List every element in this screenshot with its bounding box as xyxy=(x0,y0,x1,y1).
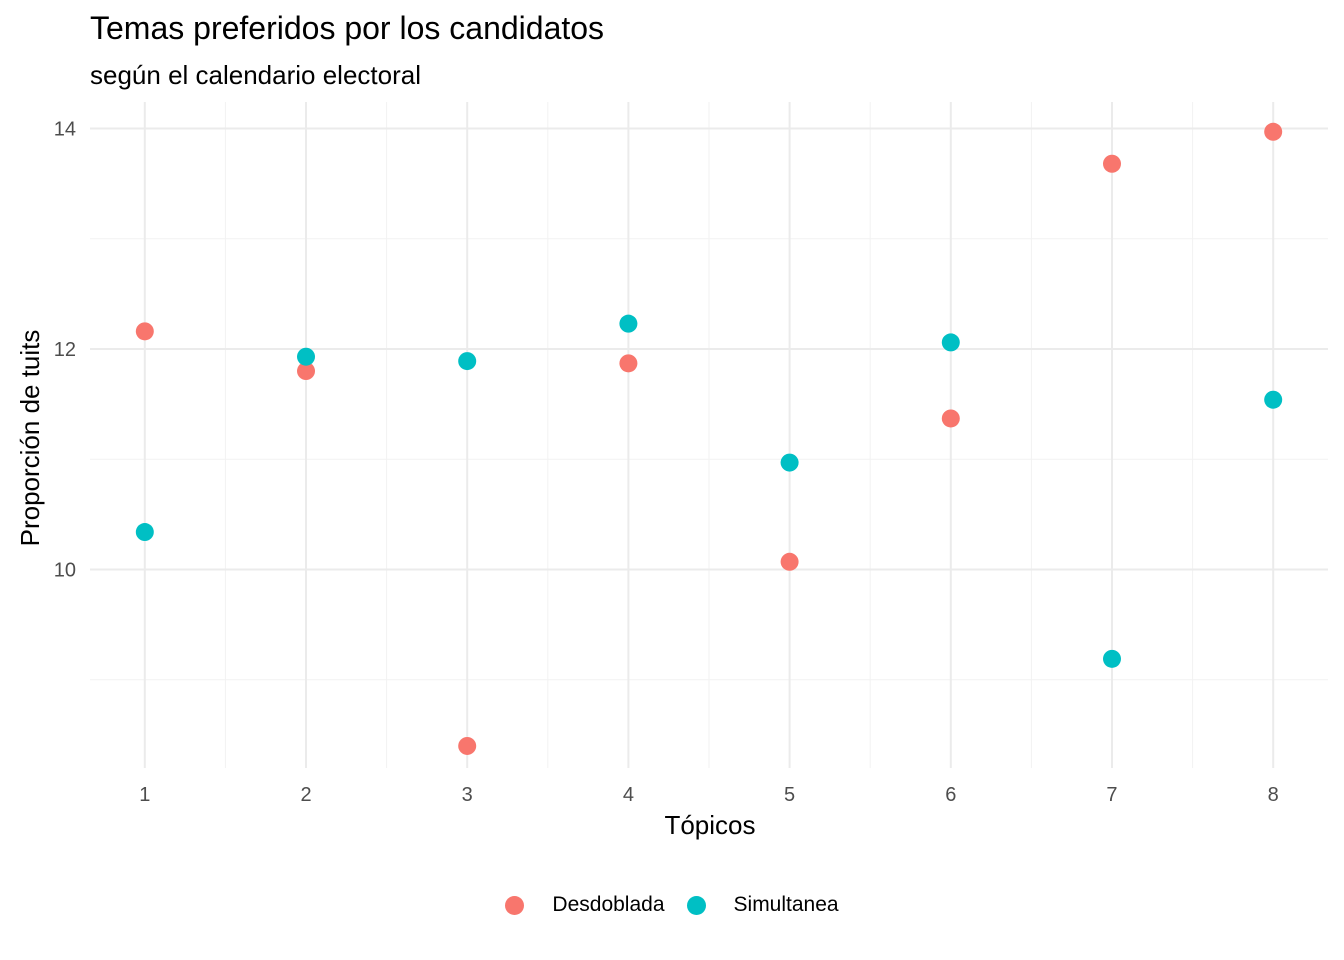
data-point-desdoblada xyxy=(1264,122,1283,141)
data-point-simultanea xyxy=(135,523,154,542)
data-point-simultanea xyxy=(619,314,638,333)
x-tick-label: 5 xyxy=(784,784,795,806)
y-tick-label: 14 xyxy=(54,118,76,140)
grid-layer xyxy=(90,102,1328,768)
legend-label-simultanea: Simultanea xyxy=(733,893,839,916)
x-tick-label: 4 xyxy=(623,784,634,806)
legend-item-simultanea[interactable]: Simultanea xyxy=(686,893,839,917)
data-point-desdoblada xyxy=(1102,154,1121,173)
x-tick-label: 2 xyxy=(300,784,311,806)
x-tick-label: 6 xyxy=(945,784,956,806)
data-point-simultanea xyxy=(780,453,799,472)
y-tick-label: 10 xyxy=(54,560,76,582)
data-point-simultanea xyxy=(1264,390,1283,409)
data-point-simultanea xyxy=(297,347,316,366)
data-point-desdoblada xyxy=(780,552,799,571)
data-points xyxy=(135,122,1283,755)
legend-label-desdoblada: Desdoblada xyxy=(552,893,665,916)
x-tick-label: 3 xyxy=(462,784,473,806)
data-point-desdoblada xyxy=(135,322,154,341)
x-tick-label: 7 xyxy=(1106,784,1117,806)
legend: Desdoblada Simultanea xyxy=(0,893,1344,917)
data-point-simultanea xyxy=(941,333,960,352)
legend-key-desdoblada xyxy=(505,895,525,915)
data-point-desdoblada xyxy=(941,409,960,428)
x-tick-label: 8 xyxy=(1268,784,1279,806)
legend-item-desdoblada[interactable]: Desdoblada xyxy=(505,893,665,917)
data-point-desdoblada xyxy=(458,736,477,755)
chart-subtitle: según el calendario electoral xyxy=(90,60,421,90)
legend-key-simultanea xyxy=(686,895,706,915)
y-tick-label: 12 xyxy=(54,339,76,361)
x-tick-label: 1 xyxy=(139,784,150,806)
x-axis-title: Tópicos xyxy=(664,810,755,840)
y-axis-title: Proporción de tuits xyxy=(15,330,45,547)
data-point-desdoblada xyxy=(619,354,638,373)
data-point-simultanea xyxy=(1102,649,1121,668)
data-point-simultanea xyxy=(458,352,477,371)
chart-title: Temas preferidos por los candidatos xyxy=(90,10,605,46)
data-point-desdoblada xyxy=(297,362,316,381)
